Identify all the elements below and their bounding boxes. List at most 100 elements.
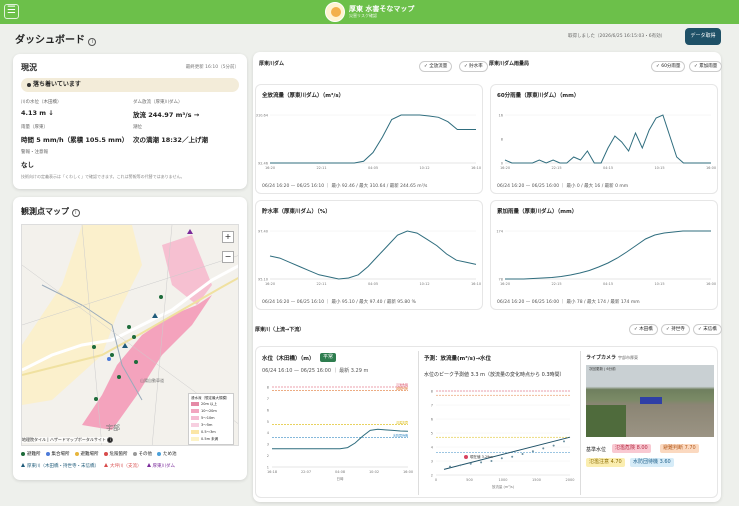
x-tick-label: 22:11	[316, 282, 326, 286]
camera-image[interactable]: 次回更新 | 6分前	[586, 365, 714, 437]
depth-legend-item: 0.5〜3m	[191, 429, 231, 436]
y-tick-label: 174	[496, 230, 503, 234]
x-tick-label: 16:10	[471, 282, 481, 286]
scatter-point	[521, 453, 524, 455]
depth-swatch	[191, 423, 199, 427]
info-icon[interactable]: i	[107, 437, 114, 443]
x-axis-label: 日時	[337, 476, 345, 481]
tide-value: 次の満潮 18:32／上げ潮	[133, 136, 208, 144]
series-line	[505, 230, 711, 280]
depth-legend-title: 浸水深（想定最大規模）	[191, 396, 230, 400]
legend-item: 厚東川ダム	[146, 463, 175, 469]
y-tick-label: 2	[267, 454, 269, 458]
legend-label: その他	[138, 452, 153, 457]
toggle-raincum[interactable]: ✓ 累加雨量	[689, 61, 723, 72]
charts-panel: 厚東川ダム ✓ 全放流量 ✓ 貯水率 厚東川ダム雨量局 ✓ 60分雨量 ✓ 累加…	[253, 52, 723, 502]
x-tick-label: 10:12	[419, 282, 429, 286]
y-tick-label: 6	[431, 418, 433, 422]
threshold-label: 氾濫注意	[396, 420, 408, 425]
x-tick-label: 16:00	[706, 282, 716, 286]
y-tick-label: 5	[431, 432, 433, 436]
legend-marker	[132, 451, 137, 456]
dam-label: ダム放流（厚東川ダム）	[133, 100, 183, 105]
y-tick-label: 78	[499, 278, 503, 282]
map-legend-row-1: 避難所 集合場所 避難場所 危険箇所 その他 ため池	[21, 451, 182, 457]
legend-marker	[157, 451, 161, 456]
chart-discharge: 全放流量（厚東川ダム）（m³/s） 310.64 92.46 16:20 22:11 0…	[255, 84, 483, 194]
rain-value: 時間 5 mm/h（累積 105.5 mm）	[21, 136, 129, 144]
y-tick-label: 2	[431, 474, 433, 478]
legend-label: 危険箇所	[109, 452, 128, 457]
shelter-marker[interactable]	[134, 360, 138, 364]
app-header: ☰ 厚東 水害そなマップ 災害リスク確認	[0, 0, 739, 24]
camera-caption: 次回更新 | 6分前	[589, 367, 616, 371]
scatter-point	[490, 460, 493, 462]
x-tick-label: 2000	[566, 478, 575, 482]
y-tick-label: 3	[431, 460, 433, 464]
dam-marker[interactable]	[187, 229, 193, 234]
status-dot-icon	[27, 82, 31, 87]
depth-label: 3〜5m	[201, 423, 213, 427]
y-tick-label: 95.10	[258, 278, 268, 282]
x-tick-label: 04:08	[335, 470, 345, 474]
alert-value: なし	[21, 161, 34, 169]
x-tick-label: 1500	[532, 478, 541, 482]
assembly-marker[interactable]	[107, 357, 111, 361]
y-tick-label: 5	[267, 420, 269, 424]
depth-label: 0.5m 未満	[201, 437, 219, 441]
zoom-out-button[interactable]: −	[222, 251, 234, 263]
fetch-button[interactable]: データ取得	[685, 28, 721, 45]
depth-legend: 浸水深（想定最大規模） 20m 以上 10〜20m 5〜10m 3〜5m 0.5〜3m 0…	[188, 393, 234, 445]
app-title: 厚東 水害そなマップ	[349, 5, 415, 13]
y-tick-label: 16	[499, 114, 503, 118]
legend-marker	[21, 451, 25, 456]
river-station-marker[interactable]	[122, 343, 128, 348]
shelter-marker[interactable]	[127, 325, 131, 329]
legend-item: 厚東川（木田橋・持世寺・末信橋）	[21, 463, 99, 469]
y-tick-label: 7	[267, 397, 269, 401]
depth-swatch	[191, 409, 199, 413]
scatter-point	[552, 444, 555, 447]
level-footer: 06/24 16:10 — 06/25 16:00 ｜ 最新 3.29 m	[262, 368, 369, 374]
rain-section-title: 厚東川ダム雨量局	[489, 61, 530, 67]
x-tick-label: 16:00	[706, 166, 716, 170]
shelter-marker[interactable]	[110, 353, 114, 357]
depth-legend-item: 20m 以上	[191, 401, 231, 408]
app-logo	[325, 2, 345, 22]
pred-title: 予測：放流量(m³/s)→水位	[424, 356, 492, 362]
info-icon[interactable]: i	[88, 38, 97, 46]
x-tick-label: 10:15	[654, 166, 664, 170]
pred-text: 水位のピーク予測値 3.3 m（放流量の変化時点から 0.3時間）	[424, 372, 565, 378]
toggle-jisei[interactable]: ✓ 持世寺	[661, 324, 690, 335]
shelter-marker[interactable]	[159, 295, 163, 299]
shelter-marker[interactable]	[94, 397, 98, 401]
map-view[interactable]: 宇部 山陽自動車道 + − 浸水深（想定最大規模） 20m 以上 10〜20m 5〜…	[21, 224, 239, 446]
toggle-sueno[interactable]: ✓ 末信橋	[693, 324, 722, 335]
depth-swatch	[191, 416, 199, 420]
menu-icon[interactable]: ☰	[4, 4, 19, 19]
legend-item: 避難所	[21, 451, 41, 457]
depth-legend-item: 3〜5m	[191, 422, 231, 429]
chart-footer: 06/24 16:20 — 06/25 16:10 ｜ 最小 95.10 / 最…	[262, 300, 416, 305]
toggle-rain60[interactable]: ✓ 60分雨量	[651, 61, 686, 72]
info-icon[interactable]: i	[71, 209, 80, 217]
chart-raincum: 累加雨量（厚東川ダム）（mm） 174 78 16:20 22:15 04:15 10:1…	[490, 200, 718, 310]
x-tick-label: 16:18	[267, 470, 277, 474]
toggle-storage[interactable]: ✓ 貯水率	[459, 61, 488, 72]
zoom-in-button[interactable]: +	[222, 231, 234, 243]
status-title: 現況	[21, 63, 37, 72]
toggle-discharge[interactable]: ✓ 全放流量	[419, 61, 453, 72]
shelter-marker[interactable]	[132, 335, 136, 339]
chart-title: 60分雨量（厚東川ダム）（mm）	[497, 93, 580, 99]
legend-marker	[74, 451, 79, 456]
level-badge: 氾濫危険 8.00	[612, 444, 651, 453]
y-tick-label: 92.46	[258, 162, 268, 166]
shelter-marker[interactable]	[117, 375, 121, 379]
river-station-marker[interactable]	[152, 313, 158, 318]
chart-footer: 06/24 16:20 — 06/25 16:00 ｜ 最小 78 / 最大 1…	[497, 300, 640, 305]
current-point	[464, 454, 468, 459]
series-line	[270, 114, 476, 164]
shelter-marker[interactable]	[92, 345, 96, 349]
toggle-kidabashi[interactable]: ✓ 木田橋	[629, 324, 658, 335]
chart-title: 累加雨量（厚東川ダム）（mm）	[497, 209, 578, 215]
